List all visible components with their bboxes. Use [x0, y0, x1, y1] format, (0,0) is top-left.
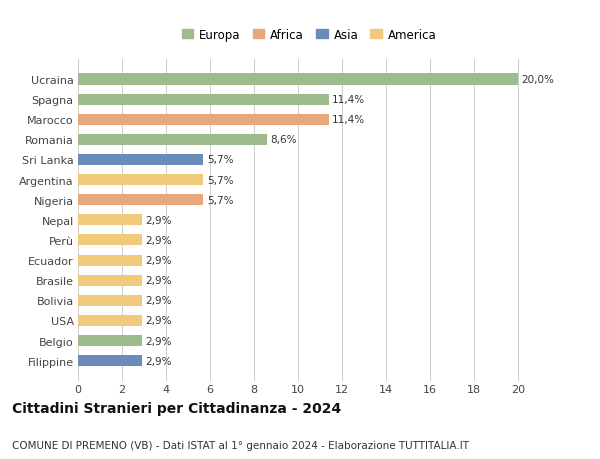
Text: 11,4%: 11,4%	[332, 115, 365, 125]
Text: 5,7%: 5,7%	[206, 175, 233, 185]
Bar	[78, 275, 142, 286]
Bar	[78, 235, 142, 246]
Bar	[78, 355, 142, 366]
Text: 2,9%: 2,9%	[145, 275, 172, 285]
Text: 2,9%: 2,9%	[145, 296, 172, 306]
Text: 5,7%: 5,7%	[206, 155, 233, 165]
Text: 11,4%: 11,4%	[332, 95, 365, 105]
Bar	[78, 335, 142, 346]
Text: 5,7%: 5,7%	[206, 195, 233, 205]
Text: 20,0%: 20,0%	[521, 75, 554, 85]
Text: 2,9%: 2,9%	[145, 256, 172, 265]
Text: 2,9%: 2,9%	[145, 356, 172, 366]
Text: COMUNE DI PREMENO (VB) - Dati ISTAT al 1° gennaio 2024 - Elaborazione TUTTITALIA: COMUNE DI PREMENO (VB) - Dati ISTAT al 1…	[12, 440, 469, 450]
Legend: Europa, Africa, Asia, America: Europa, Africa, Asia, America	[177, 24, 441, 46]
Bar	[78, 155, 203, 166]
Bar	[78, 134, 267, 146]
Bar	[78, 74, 518, 85]
Text: 2,9%: 2,9%	[145, 215, 172, 225]
Bar	[78, 215, 142, 226]
Bar	[78, 114, 329, 125]
Bar	[78, 295, 142, 306]
Bar	[78, 95, 329, 106]
Bar	[78, 195, 203, 206]
Bar	[78, 174, 203, 186]
Text: 2,9%: 2,9%	[145, 235, 172, 246]
Text: 2,9%: 2,9%	[145, 336, 172, 346]
Text: 2,9%: 2,9%	[145, 316, 172, 326]
Text: 8,6%: 8,6%	[271, 135, 297, 145]
Bar	[78, 255, 142, 266]
Text: Cittadini Stranieri per Cittadinanza - 2024: Cittadini Stranieri per Cittadinanza - 2…	[12, 402, 341, 415]
Bar	[78, 315, 142, 326]
